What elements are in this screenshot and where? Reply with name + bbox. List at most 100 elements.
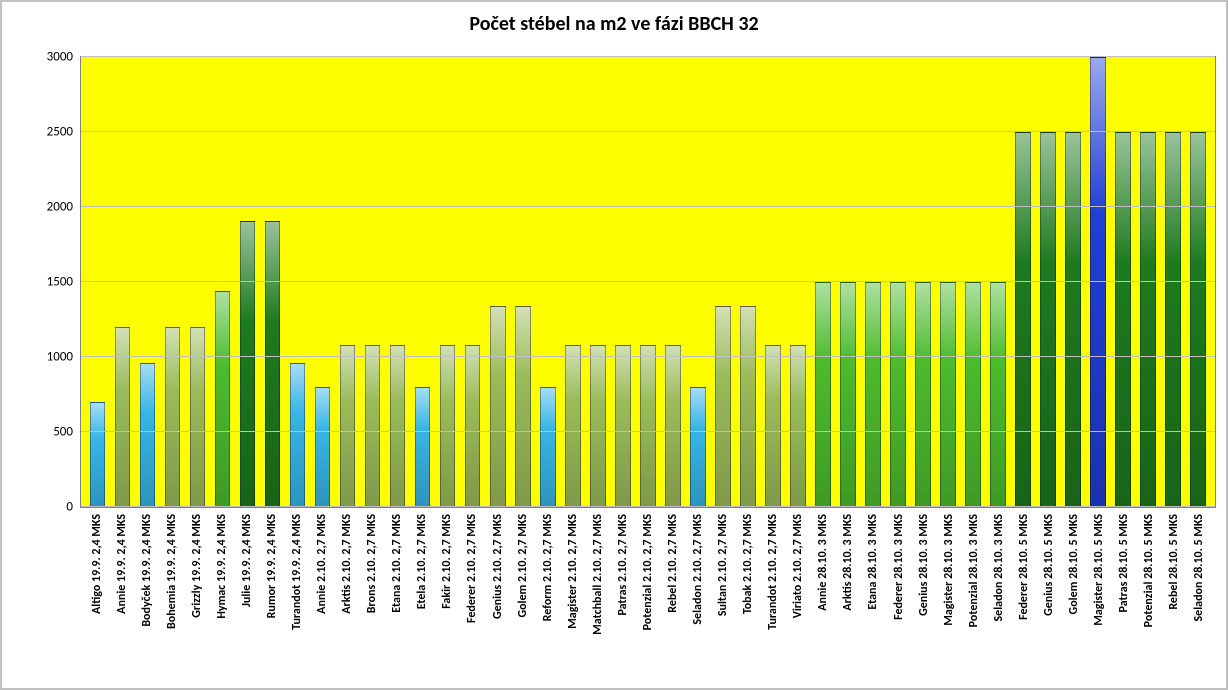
gridline (81, 131, 1215, 132)
x-tick-label: Federer 28.10. 5 MKS (1017, 514, 1031, 620)
bar-slot (510, 57, 535, 507)
x-tick-label: Tobak 2.10. 2,7 MKS (741, 514, 755, 614)
x-label-slot: Federer 28.10. 3 MKS (886, 508, 911, 688)
x-label-slot: Federer 2.10. 2,7 MKS (460, 508, 485, 688)
x-label-slot: Magister 2.10. 2,7 MKS (560, 508, 585, 688)
gridline (81, 206, 1215, 207)
bar-slot (860, 57, 885, 507)
x-tick-label: Potenzial 28.10. 3 MKS (967, 514, 981, 627)
x-label-slot: Potenzial 28.10. 3 MKS (961, 508, 986, 688)
bar-slot (1161, 57, 1186, 507)
x-label-slot: Seladon 28.10. 5 MKS (1187, 508, 1212, 688)
x-label-slot: Etela 2.10. 2,7 MKS (410, 508, 435, 688)
x-axis-labels: Altigo 19.9. 2,4 MKSAnnie 19.9. 2,4 MKSB… (80, 508, 1216, 688)
y-tick-label: 2500 (47, 125, 81, 140)
x-tick-label: Bohemia 19.9. 2,4 MKS (165, 514, 179, 629)
bar (890, 282, 906, 507)
bar-slot (285, 57, 310, 507)
bar-slot (485, 57, 510, 507)
bar-slot (986, 57, 1011, 507)
x-label-slot: Annie 28.10. 3 MKS (811, 508, 836, 688)
bar (390, 345, 406, 507)
gridline (81, 431, 1215, 432)
bar-slot (160, 57, 185, 507)
bar-slot (886, 57, 911, 507)
x-tick-label: Turandot 2.10. 2,7 MKS (766, 514, 780, 630)
x-label-slot: Viriato 2.10. 2,7 MKS (786, 508, 811, 688)
bar (690, 387, 706, 507)
bar (1015, 132, 1031, 507)
x-tick-label: Genius 2.10. 2,7 MKS (491, 514, 505, 619)
chart-title: Počet stébel na m2 ve fázi BBCH 32 (2, 2, 1226, 44)
bar (515, 306, 531, 507)
x-label-slot: Tobak 2.10. 2,7 MKS (736, 508, 761, 688)
bar (765, 345, 781, 507)
x-label-slot: Bohemia 19.9. 2,4 MKS (159, 508, 184, 688)
x-tick-label: Seladon 2.10. 2,7 MKS (691, 514, 705, 625)
gridline (81, 506, 1215, 507)
bar (1040, 132, 1056, 507)
x-tick-label: Federer 2.10. 2,7 MKS (465, 514, 479, 623)
chart-container: Počet stébel na m2 ve fázi BBCH 32 05001… (0, 0, 1228, 690)
x-tick-label: Magister 28.10. 3 MKS (942, 514, 956, 626)
x-label-slot: Magister 28.10. 3 MKS (936, 508, 961, 688)
bar-slot (785, 57, 810, 507)
x-tick-label: Viriato 2.10. 2,7 MKS (791, 514, 805, 618)
x-label-slot: Seladon 2.10. 2,7 MKS (686, 508, 711, 688)
x-label-slot: Matchball 2.10. 2,7 MKS (585, 508, 610, 688)
x-label-slot: Turandot 2.10. 2,7 MKS (761, 508, 786, 688)
bar-slot (610, 57, 635, 507)
bar (415, 387, 431, 507)
x-tick-label: Patras 2.10. 2,7 MKS (616, 514, 630, 616)
x-label-slot: Turandot 19.9. 2,4 MKS (285, 508, 310, 688)
bar (1090, 57, 1106, 507)
x-tick-label: Genius 28.10. 5 MKS (1042, 514, 1056, 616)
bar-slot (1036, 57, 1061, 507)
x-tick-label: Patras 28.10. 5 MKS (1117, 514, 1131, 612)
x-label-slot: Fakir 2.10. 2,7 MKS (435, 508, 460, 688)
x-label-slot: Genius 28.10. 5 MKS (1036, 508, 1061, 688)
plot-area-wrap: 050010001500200025003000 (80, 56, 1216, 508)
y-tick-label: 1000 (47, 350, 81, 365)
bar (140, 363, 156, 507)
x-tick-label: Brons 2.10. 2,7 MKS (365, 514, 379, 613)
bar-slot (735, 57, 760, 507)
x-label-slot: Etana 28.10. 3 MKS (861, 508, 886, 688)
bar (565, 345, 581, 507)
x-label-slot: Patras 28.10. 5 MKS (1112, 508, 1137, 688)
x-tick-label: Fakir 2.10. 2,7 MKS (440, 514, 454, 609)
x-tick-label: Matchball 2.10. 2,7 MKS (591, 514, 605, 635)
bar (265, 221, 281, 508)
x-label-slot: Hymac 19.9. 2,4 MKS (209, 508, 234, 688)
x-tick-label: Julie 19.9. 2,4 MKS (240, 514, 254, 607)
x-label-slot: Annie 19.9. 2,4 MKS (109, 508, 134, 688)
bar (440, 345, 456, 507)
x-label-slot: Grizzly 19.9. 2,4 MKS (184, 508, 209, 688)
x-label-slot: Etana 2.10. 2,7 MKS (385, 508, 410, 688)
x-label-slot: Federer 28.10. 5 MKS (1011, 508, 1036, 688)
bar (840, 282, 856, 507)
bar-slot (936, 57, 961, 507)
bar-slot (460, 57, 485, 507)
bar (915, 282, 931, 507)
x-label-slot: Golem 2.10. 2,7 MKS (510, 508, 535, 688)
x-label-slot: Arktis 28.10. 3 MKS (836, 508, 861, 688)
bar-slot (961, 57, 986, 507)
bar (340, 345, 356, 507)
bar-slot (760, 57, 785, 507)
bar-slot (1136, 57, 1161, 507)
bars-container (81, 57, 1215, 507)
bar-slot (585, 57, 610, 507)
bar (990, 282, 1006, 507)
bar (315, 387, 331, 507)
y-tick-label: 500 (53, 425, 81, 440)
x-tick-label: Magister 28.10. 5 MKS (1092, 514, 1106, 626)
x-tick-label: Golem 28.10. 5 MKS (1067, 514, 1081, 614)
x-tick-label: Golem 2.10. 2,7 MKS (516, 514, 530, 618)
bar-slot (260, 57, 285, 507)
x-label-slot: Genius 2.10. 2,7 MKS (485, 508, 510, 688)
y-tick-label: 1500 (47, 275, 81, 290)
x-tick-label: Federer 28.10. 3 MKS (892, 514, 906, 620)
plot-area: 050010001500200025003000 (80, 56, 1216, 508)
bar-slot (1186, 57, 1211, 507)
